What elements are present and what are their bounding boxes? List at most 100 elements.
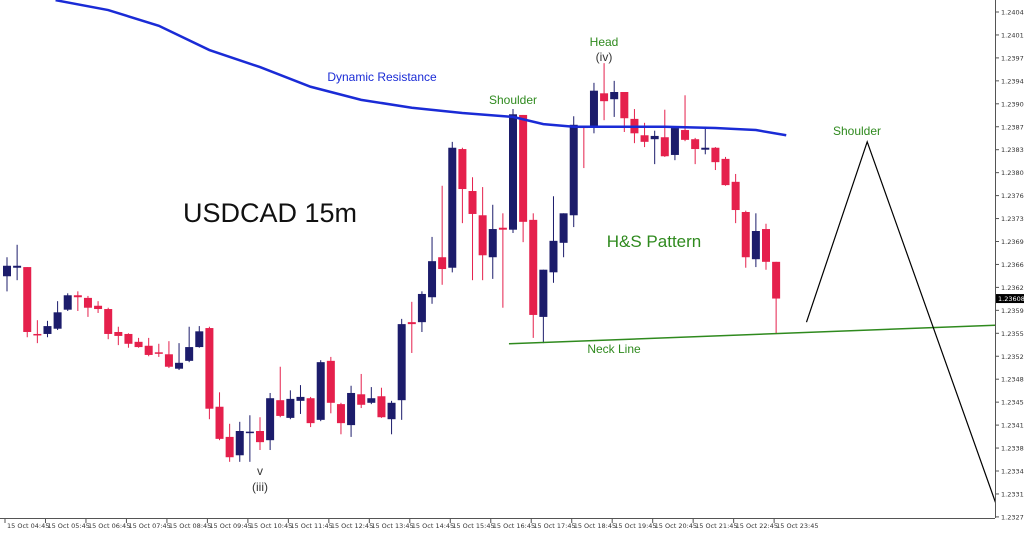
- candle: [610, 80, 619, 117]
- projection-line: [805, 139, 995, 503]
- candle-body: [478, 215, 487, 256]
- candle-body: [569, 124, 578, 216]
- price-tick-label: 1.23520: [1001, 353, 1024, 361]
- candle: [529, 213, 538, 338]
- candle-body: [195, 331, 204, 348]
- time-tick-label: 15 Oct 08:45: [169, 522, 211, 530]
- candle-body: [610, 91, 619, 100]
- time-tick-label: 15 Oct 05:45: [47, 522, 89, 530]
- candle: [681, 95, 690, 142]
- candle-body: [731, 181, 740, 211]
- candle: [762, 223, 770, 270]
- candle-body: [316, 362, 325, 420]
- candle: [397, 318, 406, 420]
- candle-body: [215, 406, 224, 439]
- candle-body: [23, 267, 32, 332]
- candle: [124, 333, 133, 348]
- candle-body: [529, 219, 538, 315]
- candle: [731, 173, 740, 224]
- candle-body: [164, 354, 173, 367]
- candle: [772, 261, 781, 334]
- candle: [438, 185, 447, 285]
- wave-v-label: v: [257, 464, 263, 478]
- current-price-badge: [996, 294, 1024, 304]
- candle: [215, 392, 224, 441]
- candle-body: [63, 295, 72, 310]
- candle: [296, 385, 305, 414]
- price-tick-label: 1.23940: [1001, 77, 1024, 85]
- price-tick-label: 1.23345: [1001, 468, 1024, 476]
- candle: [589, 82, 598, 134]
- candle-body: [367, 398, 376, 403]
- time-tick-label: 15 Oct 21:45: [695, 522, 737, 530]
- candle: [114, 326, 123, 346]
- time-tick-label: 15 Oct 13:45: [371, 522, 413, 530]
- candle: [478, 187, 487, 281]
- candle-body: [640, 135, 649, 142]
- candle: [458, 147, 467, 224]
- time-tick-label: 15 Oct 15:45: [452, 522, 494, 530]
- time-tick-label: 15 Oct 18:45: [574, 522, 616, 530]
- candle-body: [762, 229, 770, 262]
- candle: [519, 114, 528, 243]
- price-tick-label: 1.23310: [1001, 490, 1024, 498]
- price-tick-label: 1.23975: [1001, 54, 1024, 62]
- candle: [43, 320, 52, 338]
- candle: [134, 337, 143, 348]
- candle-body: [691, 139, 700, 150]
- candle: [357, 373, 366, 409]
- candle: [3, 257, 11, 292]
- candle: [94, 301, 103, 313]
- candle-body: [154, 352, 163, 354]
- left-shoulder-label: Shoulder: [488, 93, 538, 107]
- candle-body: [600, 93, 609, 102]
- price-tick-label: 1.23905: [1001, 100, 1024, 108]
- time-tick-label: 15 Oct 12:45: [331, 522, 373, 530]
- candle: [347, 385, 356, 437]
- price-tick-label: 1.23870: [1001, 123, 1024, 131]
- dynamic-resistance-label: Dynamic Resistance: [327, 70, 437, 84]
- candle: [650, 130, 659, 165]
- price-tick-label: 1.23555: [1001, 330, 1024, 338]
- candle-body: [488, 229, 497, 258]
- head-label: Head: [589, 35, 619, 49]
- candle-body: [387, 402, 396, 420]
- candle: [185, 326, 194, 363]
- candle: [336, 402, 345, 435]
- candle: [73, 291, 82, 312]
- candle-body: [73, 295, 82, 298]
- candle-body: [519, 114, 528, 222]
- candle-body: [498, 227, 507, 230]
- candle-body: [266, 398, 275, 441]
- candle: [13, 244, 22, 281]
- candle: [660, 109, 669, 157]
- candle: [670, 128, 679, 161]
- candle: [154, 343, 163, 357]
- candle: [326, 356, 335, 414]
- candle: [701, 128, 710, 155]
- candle: [266, 392, 275, 451]
- candle-body: [711, 147, 720, 163]
- candle-body: [104, 309, 113, 334]
- time-tick-label: 15 Oct 04:45: [7, 522, 49, 530]
- candle-body: [256, 431, 264, 443]
- candle-body: [357, 394, 366, 405]
- candle-body: [326, 360, 335, 403]
- candle-body: [589, 90, 598, 127]
- price-tick-label: 1.23730: [1001, 215, 1024, 223]
- candle-body: [377, 396, 386, 418]
- price-tick-label: 1.23695: [1001, 238, 1024, 246]
- neck-line: [508, 324, 995, 345]
- price-tick-label: 1.23450: [1001, 399, 1024, 407]
- candle: [23, 267, 32, 338]
- candle-body: [114, 331, 123, 336]
- candle-body: [681, 130, 690, 140]
- price-tick-label: 1.23415: [1001, 422, 1024, 430]
- price-tick-label: 1.23660: [1001, 261, 1024, 269]
- candle: [569, 116, 578, 228]
- time-tick-label: 15 Oct 09:45: [209, 522, 251, 530]
- candle: [53, 301, 62, 331]
- price-tick-label: 1.23380: [1001, 445, 1024, 453]
- candle-body: [33, 333, 42, 336]
